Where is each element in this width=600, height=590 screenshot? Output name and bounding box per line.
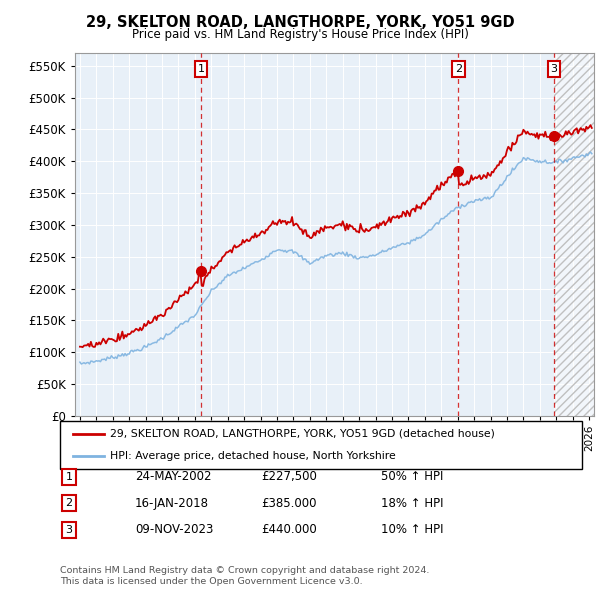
Text: 1: 1 [65, 472, 73, 481]
Text: 24-MAY-2002: 24-MAY-2002 [135, 470, 212, 483]
Text: Contains HM Land Registry data © Crown copyright and database right 2024.
This d: Contains HM Land Registry data © Crown c… [60, 566, 430, 586]
Text: 3: 3 [551, 64, 557, 74]
Text: 50% ↑ HPI: 50% ↑ HPI [381, 470, 443, 483]
Text: £440.000: £440.000 [261, 523, 317, 536]
Text: 1: 1 [197, 64, 205, 74]
Bar [554, 53, 594, 416]
Text: 29, SKELTON ROAD, LANGTHORPE, YORK, YO51 9GD (detached house): 29, SKELTON ROAD, LANGTHORPE, YORK, YO51… [110, 429, 494, 439]
Text: £385.000: £385.000 [261, 497, 317, 510]
Text: 2: 2 [65, 499, 73, 508]
Text: 16-JAN-2018: 16-JAN-2018 [135, 497, 209, 510]
Text: £227,500: £227,500 [261, 470, 317, 483]
FancyBboxPatch shape [60, 421, 582, 469]
Text: 09-NOV-2023: 09-NOV-2023 [135, 523, 214, 536]
Text: HPI: Average price, detached house, North Yorkshire: HPI: Average price, detached house, Nort… [110, 451, 395, 461]
Text: 10% ↑ HPI: 10% ↑ HPI [381, 523, 443, 536]
Text: 29, SKELTON ROAD, LANGTHORPE, YORK, YO51 9GD: 29, SKELTON ROAD, LANGTHORPE, YORK, YO51… [86, 15, 514, 30]
Text: 3: 3 [65, 525, 73, 535]
Text: 2: 2 [455, 64, 462, 74]
Bar [554, 53, 594, 416]
Text: 18% ↑ HPI: 18% ↑ HPI [381, 497, 443, 510]
Text: Price paid vs. HM Land Registry's House Price Index (HPI): Price paid vs. HM Land Registry's House … [131, 28, 469, 41]
